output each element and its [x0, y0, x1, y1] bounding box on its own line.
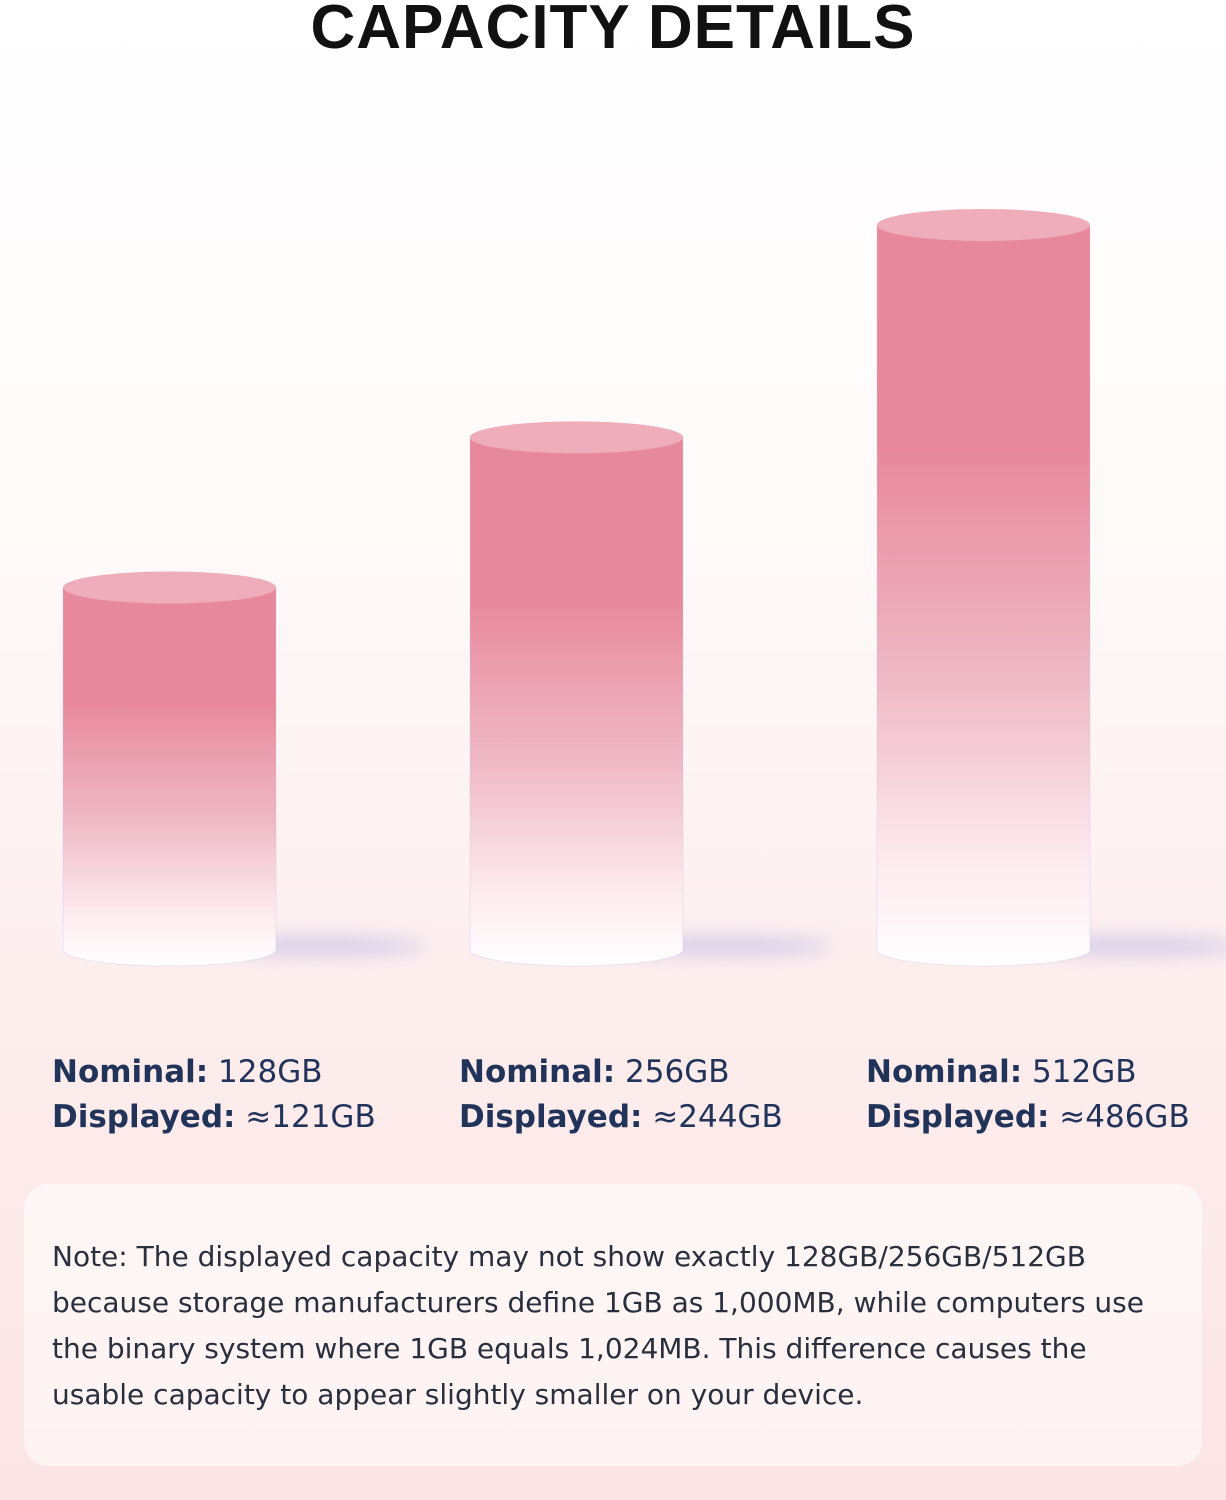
nominal-line: Nominal: 128GB	[52, 1050, 412, 1095]
bar-512GB	[876, 224, 1091, 967]
bar-cap-512GB	[877, 209, 1090, 241]
nominal-value: 512GB	[1032, 1054, 1137, 1090]
displayed-value: ≈486GB	[1059, 1099, 1190, 1135]
capacity-chart	[62, 209, 1226, 967]
nominal-line: Nominal: 512GB	[866, 1050, 1226, 1095]
displayed-key: Displayed:	[52, 1099, 236, 1135]
displayed-key: Displayed:	[459, 1099, 643, 1135]
nominal-line: Nominal: 256GB	[459, 1050, 819, 1095]
capacity-label-512: Nominal: 512GB Displayed: ≈486GB	[866, 1050, 1226, 1140]
bar-cap-256GB	[470, 421, 683, 454]
nominal-value: 256GB	[625, 1054, 730, 1090]
displayed-line: Displayed: ≈121GB	[52, 1095, 412, 1140]
note-box: Note: The displayed capacity may not sho…	[24, 1184, 1202, 1466]
bar-cap-128GB	[63, 571, 276, 604]
nominal-key: Nominal:	[459, 1054, 616, 1090]
bar-256GB	[469, 436, 684, 967]
bar-128GB	[62, 587, 277, 967]
page-title: CAPACITY DETAILS	[310, 0, 916, 62]
displayed-line: Displayed: ≈486GB	[866, 1095, 1226, 1140]
note-text: Note: The displayed capacity may not sho…	[52, 1240, 1144, 1411]
nominal-key: Nominal:	[866, 1054, 1023, 1090]
displayed-line: Displayed: ≈244GB	[459, 1095, 819, 1140]
nominal-key: Nominal:	[52, 1054, 209, 1090]
displayed-value: ≈244GB	[652, 1099, 783, 1135]
capacity-label-256: Nominal: 256GB Displayed: ≈244GB	[459, 1050, 819, 1140]
displayed-key: Displayed:	[866, 1099, 1050, 1135]
displayed-value: ≈121GB	[245, 1099, 376, 1135]
capacity-label-128: Nominal: 128GB Displayed: ≈121GB	[52, 1050, 412, 1140]
nominal-value: 128GB	[218, 1054, 323, 1090]
